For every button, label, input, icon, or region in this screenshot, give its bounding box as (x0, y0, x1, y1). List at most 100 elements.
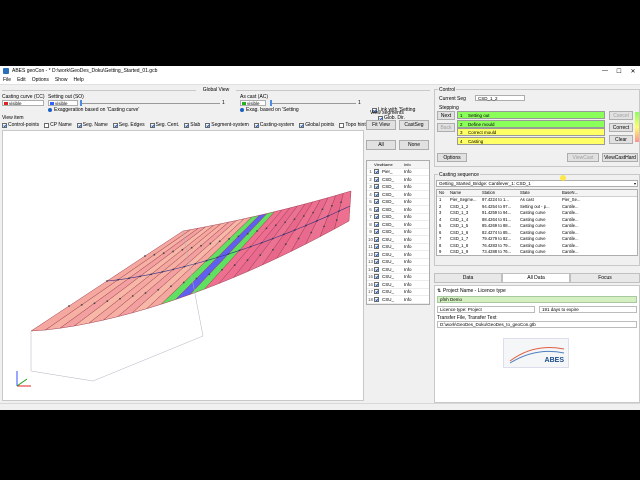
fit-view-button[interactable]: Fit View (366, 120, 396, 130)
casting-row[interactable]: 6 CSD_1_6 82.4274 to 85... Casting curve Can… (437, 229, 637, 236)
menu-help[interactable]: Help (73, 77, 84, 83)
segment-row[interactable]: 12 CSU_ Info (367, 251, 429, 259)
segment-info[interactable]: Info (404, 274, 412, 280)
view-item-global-points[interactable]: Global points (299, 122, 334, 128)
segment-view-checkbox[interactable] (374, 176, 382, 182)
menu-show[interactable]: Show (54, 77, 68, 83)
segment-info[interactable]: Info (404, 176, 412, 182)
segment-info[interactable]: Info (404, 169, 412, 175)
casting-curve-field[interactable]: visible (2, 100, 44, 106)
step-row[interactable]: 4 Casting (457, 136, 605, 145)
segment-view-checkbox[interactable] (374, 199, 382, 205)
link-setting-option[interactable]: Link with 'Setting (372, 107, 415, 113)
view-item-seg-name[interactable]: Seg. Name (76, 122, 108, 128)
correct-button[interactable]: Correct (609, 123, 633, 132)
segment-view-checkbox[interactable] (374, 281, 382, 287)
segment-view-checkbox[interactable] (374, 191, 382, 197)
tab-all-data[interactable]: All Data (502, 273, 570, 283)
casting-row[interactable]: 5 CSD_1_5 85.4269 to 88... Casting curve Can… (437, 223, 637, 230)
segment-row[interactable]: 9 CSD_ Info (367, 229, 429, 236)
options-button[interactable]: Options (437, 153, 467, 162)
casting-row[interactable]: 9 CSD_1_9 73.4288 to 76... Casting curve Can… (437, 249, 637, 256)
segment-row[interactable]: 18 CSU_ Info (367, 296, 429, 304)
segment-view-checkbox[interactable] (374, 296, 382, 302)
close-button[interactable]: ✕ (630, 68, 636, 75)
casting-row[interactable]: 3 CSD_1_3 91.4259 to 94... Casting curve Can… (437, 210, 637, 217)
segment-view-checkbox[interactable] (374, 274, 382, 280)
segment-info[interactable]: Info (404, 199, 412, 205)
casting-row[interactable]: 8 CSD_1_8 76.4283 to 79... Casting curve Can… (437, 242, 637, 249)
transfer-path-field[interactable]: D:\work\GeoDes_Doku\GeoDes_to_geoCon.gtb (437, 321, 637, 328)
segment-view-checkbox[interactable] (374, 184, 382, 190)
view-item-topo-hint[interactable]: Topo hint (339, 122, 366, 128)
segment-view-checkbox[interactable] (374, 229, 382, 235)
segment-row[interactable]: 8 CSD_ Info (367, 221, 429, 229)
segment-row[interactable]: 2 CSD_ Info (367, 176, 429, 184)
deck-segment[interactable] (334, 190, 352, 230)
tab-focus[interactable]: Focus (570, 273, 640, 283)
step-row[interactable]: 2 Define mould (457, 119, 605, 128)
segment-row[interactable]: 16 CSU_ Info (367, 281, 429, 289)
segment-row[interactable]: 11 CSU_ Info (367, 244, 429, 251)
segment-info[interactable]: Info (404, 281, 412, 287)
segment-row[interactable]: 3 CSD_ Info (367, 184, 429, 191)
exag-setting-option[interactable]: Exag. based on 'Setting (240, 107, 299, 113)
segment-info[interactable]: Info (404, 214, 412, 220)
clear-button[interactable]: Clear (609, 135, 633, 144)
casting-sequence-dropdown[interactable]: Getting_Started_Bridge: Cantilever_1: CS… (436, 180, 638, 187)
segment-row[interactable]: 15 CSU_ Info (367, 274, 429, 281)
setting-out-field[interactable]: visible (48, 100, 78, 106)
segment-view-checkbox[interactable] (374, 206, 382, 212)
segment-view-checkbox[interactable] (374, 221, 382, 227)
segment-view-checkbox[interactable] (374, 214, 382, 220)
segment-row[interactable]: 4 CSD_ Info (367, 191, 429, 199)
cast-seg-button[interactable]: CastSeg (399, 120, 429, 130)
segment-row[interactable]: 6 CSD_ Info (367, 206, 429, 214)
view-item-casting-system[interactable]: Casting-system (253, 122, 294, 128)
back-button[interactable]: Back (437, 123, 455, 132)
none-button[interactable]: None (399, 140, 429, 150)
as-cast-field[interactable]: visible (240, 100, 266, 106)
step-row[interactable]: 3 Correct mould (457, 128, 605, 136)
link-checkbox[interactable] (372, 107, 377, 113)
current-seg-field[interactable]: CSD_1_2 (475, 95, 525, 101)
menu-file[interactable]: File (3, 77, 12, 83)
segment-view-checkbox[interactable] (374, 169, 382, 175)
casting-row[interactable]: 2 CSD_1_2 94.4254 to 97... Setting out - p.… (437, 203, 637, 210)
view-item-slab[interactable]: Slab (184, 122, 200, 128)
all-button[interactable]: All (366, 140, 396, 150)
segment-row[interactable]: 7 CSD_ Info (367, 214, 429, 221)
segment-info[interactable]: Info (404, 221, 412, 227)
segment-view-checkbox[interactable] (374, 251, 382, 257)
segment-view-checkbox[interactable] (374, 259, 382, 265)
segment-info[interactable]: Info (404, 191, 412, 197)
next-button[interactable]: Next (437, 111, 455, 120)
segment-info[interactable]: Info (404, 251, 412, 257)
segment-view-checkbox[interactable] (374, 289, 382, 295)
as-cast-slider[interactable] (270, 100, 356, 106)
exaggeration-option[interactable]: Exaggeration based on 'Casting curve' (48, 107, 139, 113)
segment-info[interactable]: Info (404, 259, 412, 265)
cancel-button[interactable]: Cancel (609, 111, 633, 120)
segment-view-checkbox[interactable] (374, 266, 382, 272)
segment-info[interactable]: Info (404, 236, 412, 242)
exaggeration-slider[interactable] (80, 100, 220, 106)
tab-data[interactable]: Data (434, 273, 502, 283)
bridge-3d-view[interactable] (2, 130, 364, 401)
segment-info[interactable]: Info (404, 244, 412, 250)
segment-row[interactable]: 13 CSU_ Info (367, 259, 429, 266)
casting-row[interactable]: 7 CSD_1_7 79.4279 to 82... Casting curve Can… (437, 236, 637, 243)
segment-view-checkbox[interactable] (374, 244, 382, 250)
segment-info[interactable]: Info (404, 289, 412, 295)
segment-view-checkbox[interactable] (374, 236, 382, 242)
casting-row[interactable]: 1 Pier_Segme... 97.4224 to 1... As cast Pier… (437, 197, 637, 204)
view-item-seg-cent[interactable]: Seg. Cent. (149, 122, 179, 128)
segment-row[interactable]: 17 CSU_ Info (367, 289, 429, 296)
view-cast-hard-button[interactable]: ViewCastHard (602, 153, 638, 162)
menu-edit[interactable]: Edit (17, 77, 26, 83)
segment-row[interactable]: 1 Pier_ Info (367, 169, 429, 176)
segment-info[interactable]: Info (404, 184, 412, 190)
menu-options[interactable]: Options (31, 77, 49, 83)
segment-info[interactable]: Info (404, 229, 412, 235)
segment-row[interactable]: 10 CSU_ Info (367, 236, 429, 244)
